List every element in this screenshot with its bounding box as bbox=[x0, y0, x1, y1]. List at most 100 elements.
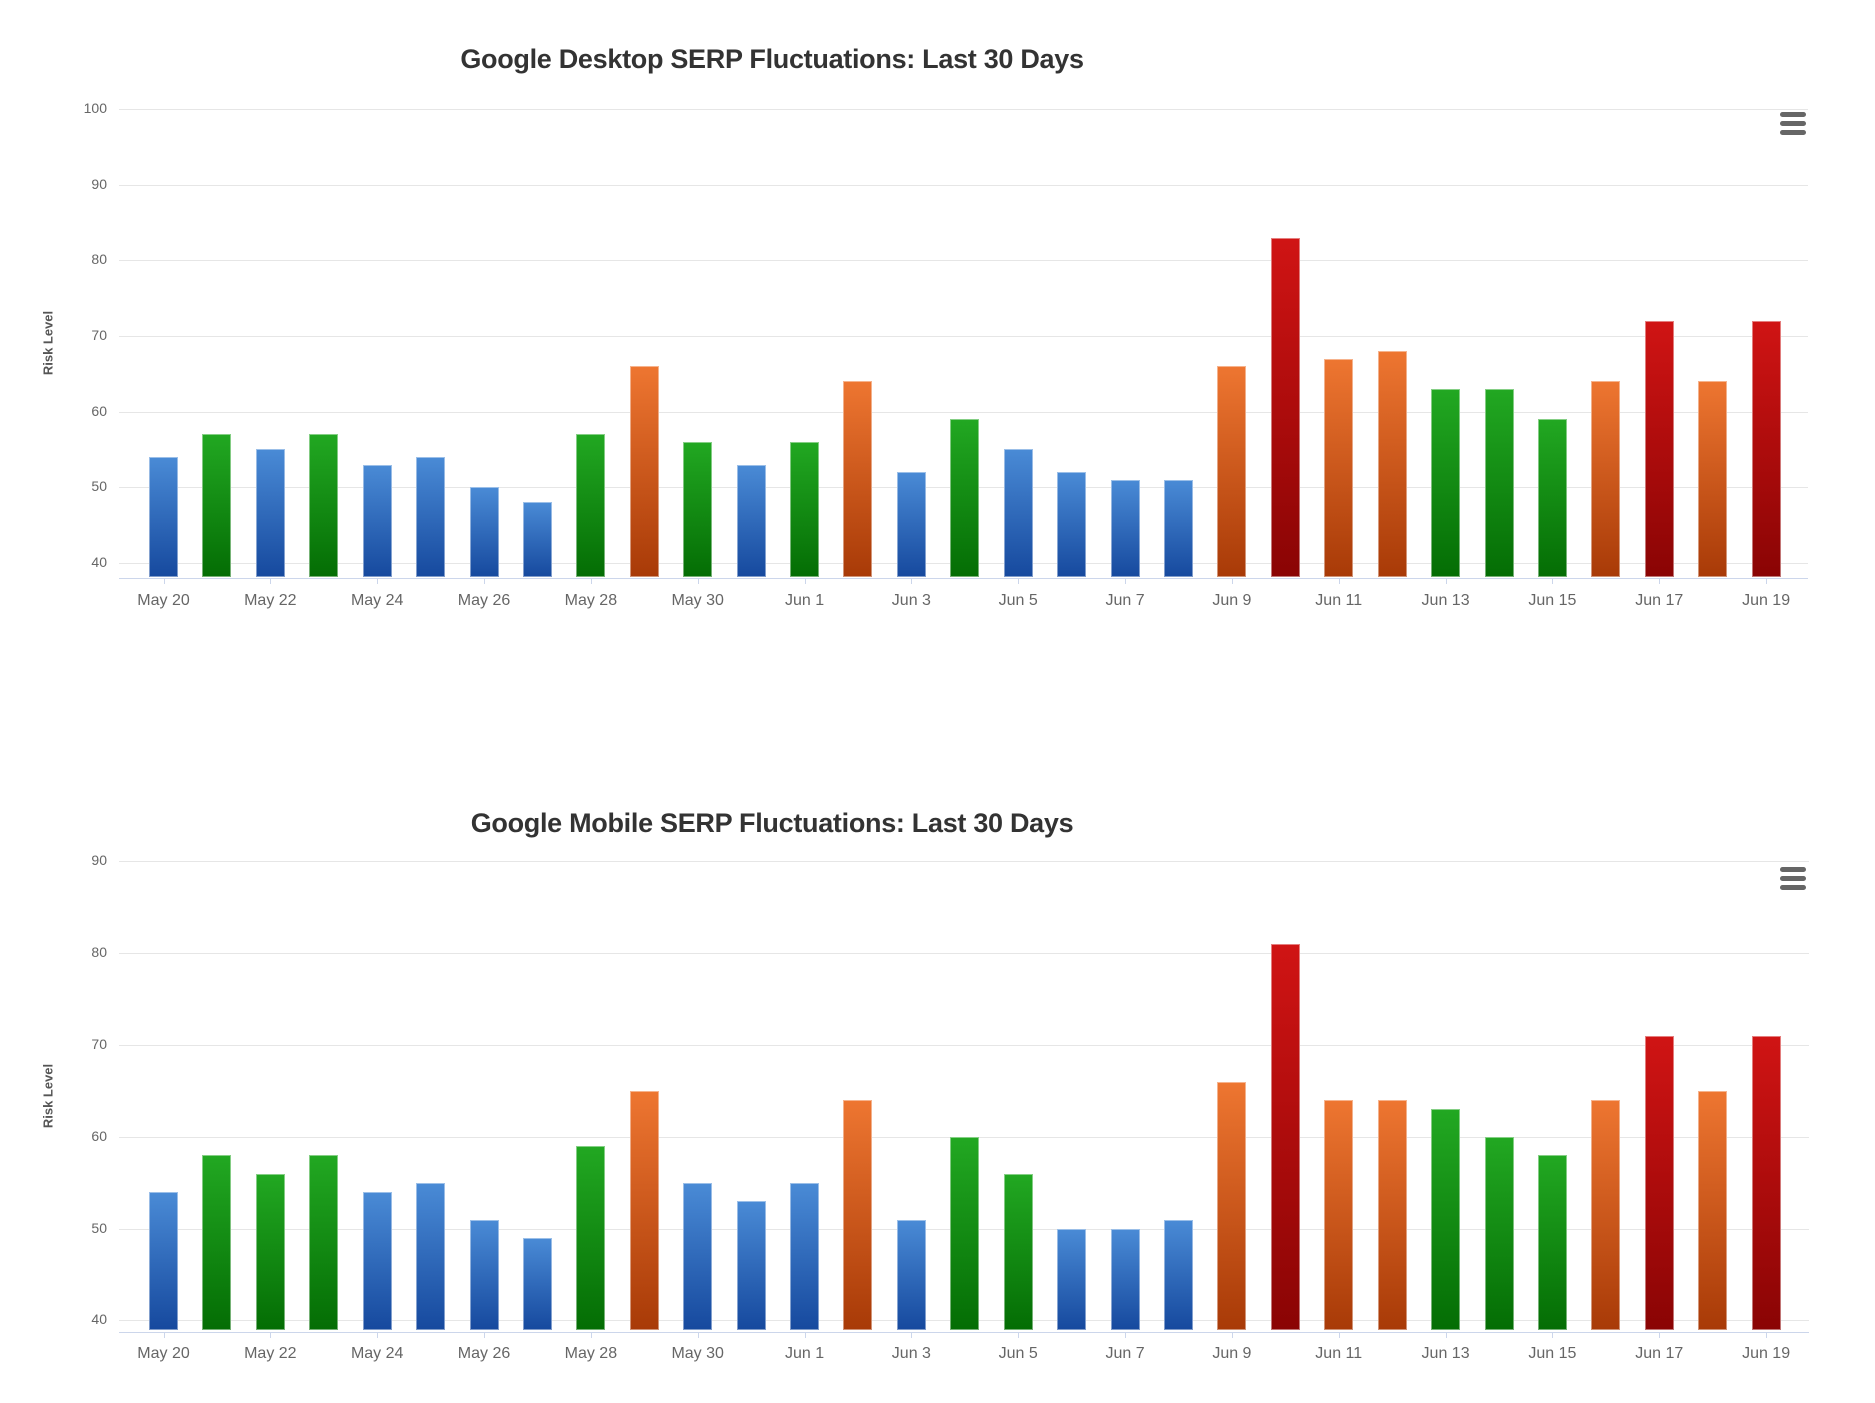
x-axis-tick-label: May 26 bbox=[457, 1345, 511, 1362]
bar-jun-5[interactable] bbox=[1003, 1173, 1033, 1331]
x-axis-tick bbox=[697, 1331, 699, 1338]
bar-may-30[interactable] bbox=[683, 1182, 713, 1331]
bar-jun-16[interactable] bbox=[1591, 381, 1621, 577]
hamburger-menu-icon bbox=[1780, 121, 1806, 126]
x-axis-tick bbox=[911, 1331, 913, 1338]
bar-jun-11[interactable] bbox=[1324, 1100, 1354, 1331]
bar-jun-19[interactable] bbox=[1751, 320, 1781, 577]
bar-jun-14[interactable] bbox=[1484, 389, 1514, 577]
bar-jun-1[interactable] bbox=[790, 441, 820, 577]
hamburger-menu-icon bbox=[1780, 876, 1806, 881]
bar-jun-13[interactable] bbox=[1431, 1109, 1461, 1331]
bar-may-21[interactable] bbox=[202, 1155, 232, 1331]
bar-jun-12[interactable] bbox=[1377, 351, 1407, 577]
gridline bbox=[119, 861, 1809, 863]
bar-may-20[interactable] bbox=[149, 1191, 178, 1331]
bar-jun-15[interactable] bbox=[1537, 1155, 1567, 1331]
context-menu-button[interactable] bbox=[1780, 867, 1808, 893]
bar-may-25[interactable] bbox=[416, 1182, 446, 1331]
y-axis-tick-label: 70 bbox=[91, 1036, 107, 1053]
x-axis-tick-label: May 26 bbox=[457, 592, 511, 609]
bar-jun-9[interactable] bbox=[1217, 366, 1247, 577]
bar-may-26[interactable] bbox=[469, 487, 499, 577]
bar-jun-6[interactable] bbox=[1057, 472, 1087, 577]
bar-jun-15[interactable] bbox=[1537, 419, 1567, 577]
hamburger-menu-icon bbox=[1780, 112, 1806, 117]
bar-may-29[interactable] bbox=[629, 1090, 659, 1331]
bar-may-29[interactable] bbox=[629, 366, 659, 577]
bar-jun-2[interactable] bbox=[843, 1100, 873, 1331]
x-axis-tick-label: May 20 bbox=[137, 1345, 190, 1362]
y-axis-tick-label: 70 bbox=[91, 327, 107, 344]
bar-jun-7[interactable] bbox=[1110, 479, 1140, 577]
bar-may-23[interactable] bbox=[309, 1155, 339, 1331]
y-axis-tick-label: 100 bbox=[83, 100, 107, 117]
bar-may-25[interactable] bbox=[416, 457, 446, 577]
x-axis-tick bbox=[270, 1331, 272, 1338]
bar-may-27[interactable] bbox=[522, 502, 552, 577]
bar-jun-17[interactable] bbox=[1644, 320, 1674, 577]
bar-jun-8[interactable] bbox=[1163, 479, 1193, 577]
bar-jun-18[interactable] bbox=[1698, 381, 1728, 577]
bar-jun-1[interactable] bbox=[790, 1182, 820, 1331]
gridline bbox=[119, 953, 1809, 955]
x-axis-tick-label: May 28 bbox=[564, 592, 618, 609]
bar-jun-10[interactable] bbox=[1270, 237, 1300, 577]
y-axis-tick-label: 50 bbox=[91, 478, 107, 495]
x-axis-tick-label: Jun 17 bbox=[1635, 592, 1684, 609]
x-axis-tick-label: Jun 1 bbox=[784, 592, 825, 609]
bar-jun-16[interactable] bbox=[1591, 1100, 1621, 1331]
bar-may-26[interactable] bbox=[469, 1219, 499, 1331]
bar-jun-3[interactable] bbox=[896, 1219, 926, 1331]
x-axis-tick bbox=[1766, 578, 1768, 584]
bar-jun-8[interactable] bbox=[1163, 1219, 1193, 1331]
bar-jun-5[interactable] bbox=[1003, 449, 1033, 577]
bar-may-21[interactable] bbox=[202, 434, 232, 577]
bar-may-28[interactable] bbox=[576, 434, 606, 577]
bar-may-31[interactable] bbox=[736, 464, 766, 577]
bar-jun-17[interactable] bbox=[1644, 1035, 1674, 1331]
bar-jun-12[interactable] bbox=[1377, 1100, 1407, 1331]
x-axis-tick-label: May 22 bbox=[244, 592, 297, 609]
bar-jun-13[interactable] bbox=[1431, 389, 1461, 577]
x-axis-tick bbox=[1445, 578, 1447, 584]
bar-jun-3[interactable] bbox=[896, 472, 926, 577]
x-axis-tick-label: Jun 5 bbox=[998, 1345, 1038, 1362]
x-axis-tick-label: Jun 13 bbox=[1421, 592, 1470, 609]
bar-jun-10[interactable] bbox=[1270, 944, 1300, 1331]
bar-jun-14[interactable] bbox=[1484, 1136, 1514, 1331]
bar-may-22[interactable] bbox=[255, 449, 285, 577]
x-axis-tick-label: Jun 9 bbox=[1212, 592, 1252, 609]
bar-may-20[interactable] bbox=[149, 457, 178, 577]
bar-jun-4[interactable] bbox=[950, 419, 980, 577]
x-axis-tick bbox=[1659, 578, 1661, 584]
bar-may-22[interactable] bbox=[255, 1173, 285, 1331]
bar-jun-6[interactable] bbox=[1057, 1228, 1087, 1331]
bar-may-24[interactable] bbox=[362, 1191, 392, 1331]
bar-jun-2[interactable] bbox=[843, 381, 873, 577]
bar-may-24[interactable] bbox=[362, 464, 392, 577]
bar-may-23[interactable] bbox=[309, 434, 339, 577]
bar-jun-11[interactable] bbox=[1324, 358, 1354, 577]
bar-jun-7[interactable] bbox=[1110, 1228, 1140, 1331]
x-axis-tick-label: Jun 3 bbox=[891, 1345, 931, 1362]
context-menu-button[interactable] bbox=[1780, 112, 1808, 138]
x-axis-line bbox=[119, 1331, 1809, 1333]
bar-jun-4[interactable] bbox=[950, 1136, 980, 1331]
bar-jun-19[interactable] bbox=[1751, 1035, 1781, 1331]
x-axis-tick bbox=[377, 1331, 379, 1338]
x-axis-tick bbox=[1552, 578, 1554, 584]
y-axis-tick-label: 80 bbox=[91, 251, 107, 268]
bar-may-27[interactable] bbox=[522, 1237, 552, 1331]
x-axis-line bbox=[119, 578, 1808, 579]
bar-jun-9[interactable] bbox=[1217, 1081, 1247, 1331]
x-axis-tick bbox=[590, 578, 592, 584]
hamburger-menu-icon bbox=[1780, 885, 1806, 890]
bar-jun-18[interactable] bbox=[1698, 1090, 1728, 1331]
x-axis-tick-label: May 30 bbox=[671, 1345, 724, 1362]
bar-may-28[interactable] bbox=[576, 1146, 606, 1331]
gridline bbox=[119, 184, 1808, 186]
bar-may-31[interactable] bbox=[736, 1201, 766, 1331]
bar-may-30[interactable] bbox=[683, 441, 713, 577]
